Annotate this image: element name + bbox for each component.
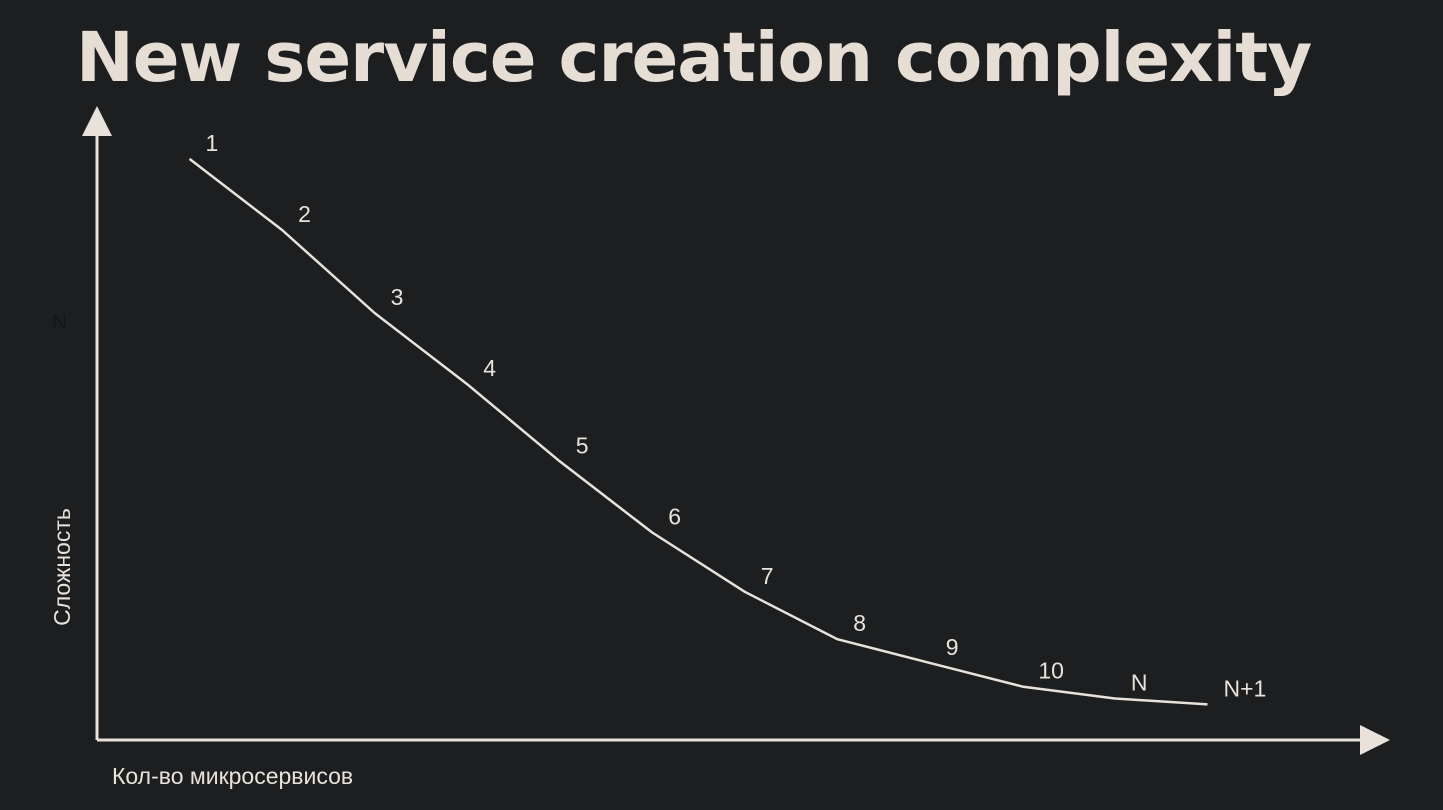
y-axis-label: Сложность bbox=[49, 508, 75, 626]
point-label: 8 bbox=[853, 610, 866, 636]
point-labels: 1 2 3 4 5 6 7 8 9 10 N N+1 bbox=[206, 130, 1267, 702]
point-label: N bbox=[1131, 670, 1148, 696]
point-label: 4 bbox=[483, 355, 496, 381]
point-label: 9 bbox=[946, 634, 959, 660]
point-label: 2 bbox=[298, 201, 311, 227]
point-label: 6 bbox=[668, 504, 681, 530]
point-label: 10 bbox=[1038, 658, 1064, 684]
x-axis-label: Кол-во микросервисов bbox=[112, 763, 353, 789]
point-label: 3 bbox=[391, 284, 404, 310]
point-label: 7 bbox=[761, 563, 774, 589]
y-tick-label: N bbox=[52, 311, 67, 334]
slide-title: New service creation complexity bbox=[76, 18, 1312, 98]
point-label: 1 bbox=[206, 130, 219, 156]
series-line bbox=[188, 157, 1208, 706]
point-label: N+1 bbox=[1224, 675, 1267, 701]
point-label: 5 bbox=[576, 432, 589, 458]
